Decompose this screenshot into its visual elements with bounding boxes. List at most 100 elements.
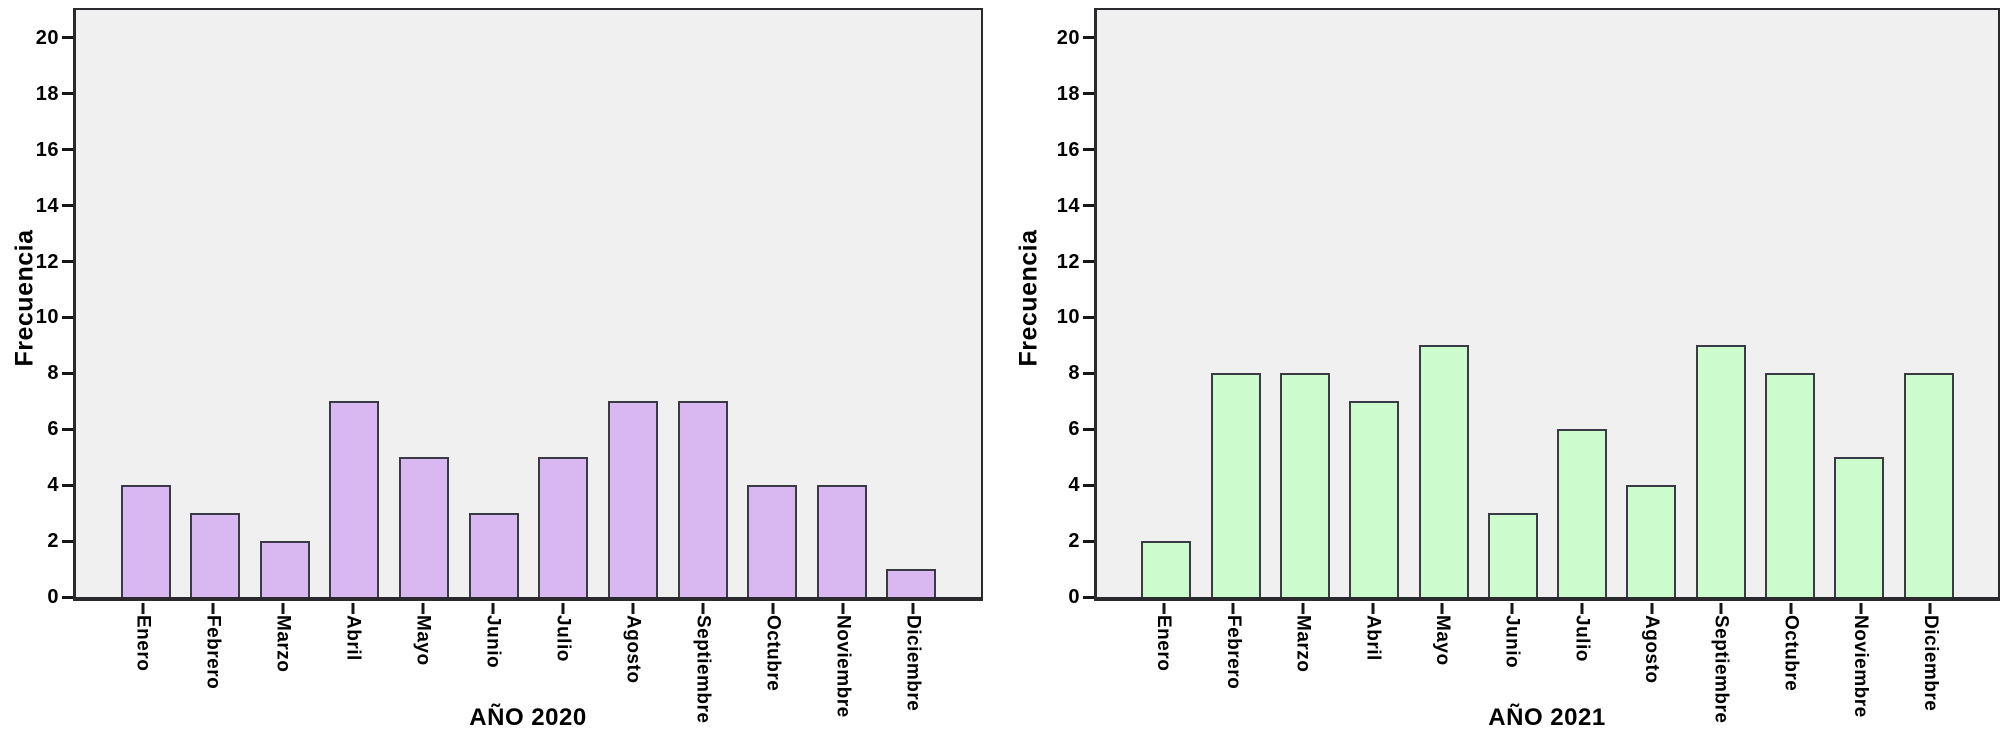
x-tick-mark [421,603,425,614]
y-tick-mark [62,204,73,208]
y-tick-20: 20 [1057,28,1094,48]
x-label-diciembre: Diciembre [1919,603,1941,712]
x-tick-text: Abril [1362,615,1384,661]
y-tick-12: 12 [1057,252,1094,272]
bar-septiembre [1695,345,1746,597]
x-tick-mark [1301,603,1305,614]
bar-chart-ano-2021: Frecuencia 0 2 4 6 8 10 12 14 16 18 20 Enero Febrer… [1004,0,2008,748]
y-tick-mark [62,427,73,431]
bar-mayo [1418,345,1469,597]
bar-julio [538,457,589,597]
x-label-abril: Abril [1362,603,1384,661]
y-tick-label: 16 [1056,138,1080,161]
y-tick-mark [62,315,73,319]
x-tick-text: Septiembre [1710,615,1732,724]
y-tick-mark [1083,204,1094,208]
x-tick-mark [281,603,285,614]
y-tick-mark [1083,371,1094,375]
y-tick-label: 6 [1068,418,1080,441]
y-tick-mark [1083,260,1094,264]
y-tick-mark [1083,427,1094,431]
x-label-junio: Junio [1502,603,1523,668]
bar-septiembre [677,401,728,597]
x-tick-mark [1719,603,1723,614]
y-tick-8: 8 [47,363,73,383]
y-tick-8: 8 [1068,363,1094,383]
y-tick-label: 4 [47,474,59,497]
x-label-septiembre: Septiembre [1710,603,1732,724]
x-tick-mark [1440,603,1444,614]
x-tick-text: Diciembre [902,615,924,712]
x-axis-labels: Enero Febrero Marzo Abril Mayo Junio Julio Agos… [1094,603,2000,743]
x-label-mayo: Mayo [413,603,434,666]
bar-chart-ano-2020: Frecuencia 0 2 4 6 8 10 12 14 16 18 20 Enero Febrer… [0,8,983,731]
x-tick-mark [211,603,215,614]
y-tick-mark [62,371,73,375]
bar-marzo [259,541,310,597]
x-tick-mark [1162,603,1166,614]
x-label-enero: Enero [1153,603,1174,671]
x-label-mayo: Mayo [1432,603,1453,666]
x-tick-mark [1859,603,1863,614]
bar-enero [120,485,171,597]
bar-junio [1487,513,1538,597]
y-tick-mark [1083,92,1094,96]
x-tick-text: Octubre [1780,615,1802,692]
bar-abril [329,401,380,597]
y-tick-6: 6 [47,419,73,439]
x-label-junio: Junio [483,603,504,668]
bar-diciembre [1903,373,1954,597]
bar-agosto [607,401,658,597]
x-tick-text: Abril [342,615,364,661]
bar-febrero [190,513,241,597]
y-tick-label: 0 [1068,586,1080,608]
bar-noviembre [1834,457,1885,597]
x-axis-title: AÑO 2020 [469,704,587,731]
y-tick-18: 18 [1057,84,1094,104]
bar-agosto [1626,485,1677,597]
y-tick-label: 2 [1068,530,1080,553]
x-label-agosto: Agosto [1641,603,1662,683]
bar-marzo [1279,373,1330,597]
y-tick-label: 14 [1056,194,1080,217]
x-label-marzo: Marzo [1292,603,1314,673]
y-tick-label: 12 [35,250,59,273]
bar-mayo [399,457,450,597]
x-tick-mark [561,603,565,614]
x-tick-text: Marzo [272,615,294,673]
x-label-octubre: Octubre [762,603,784,692]
y-tick-label: 4 [1068,474,1080,497]
x-tick-mark [351,603,355,614]
y-axis-ticks: 0 2 4 6 8 10 12 14 16 18 20 [0,10,73,607]
bar-octubre [1765,373,1816,597]
x-label-septiembre: Septiembre [692,603,714,724]
y-tick-4: 4 [1068,475,1094,495]
x-tick-text: Marzo [1292,615,1314,673]
y-tick-20: 20 [36,28,73,48]
y-tick-label: 8 [1068,362,1080,385]
y-tick-label: 12 [1056,250,1080,273]
x-label-julio: Julio [553,603,574,662]
y-tick-mark [62,36,73,40]
x-label-julio: Julio [1571,603,1593,662]
y-tick-0: 0 [1068,587,1094,607]
y-tick-mark [62,148,73,152]
x-label-agosto: Agosto [623,603,644,683]
x-tick-text: Septiembre [692,615,714,724]
y-tick-16: 16 [36,140,73,160]
x-label-febrero: Febrero [1223,603,1244,689]
x-tick-mark [1580,603,1584,614]
y-tick-label: 20 [1056,26,1080,49]
x-label-enero: Enero [133,603,154,671]
bar-noviembre [816,485,867,597]
x-tick-text: Julio [1571,615,1593,662]
y-tick-label: 18 [35,82,59,105]
y-tick-10: 10 [36,307,73,327]
y-tick-10: 10 [1057,307,1094,327]
x-tick-text: Octubre [762,615,784,692]
y-tick-label: 10 [1056,306,1080,329]
y-tick-12: 12 [36,252,73,272]
y-tick-mark [1083,315,1094,319]
x-tick-text: Diciembre [1919,615,1941,712]
bar-diciembre [886,569,937,597]
